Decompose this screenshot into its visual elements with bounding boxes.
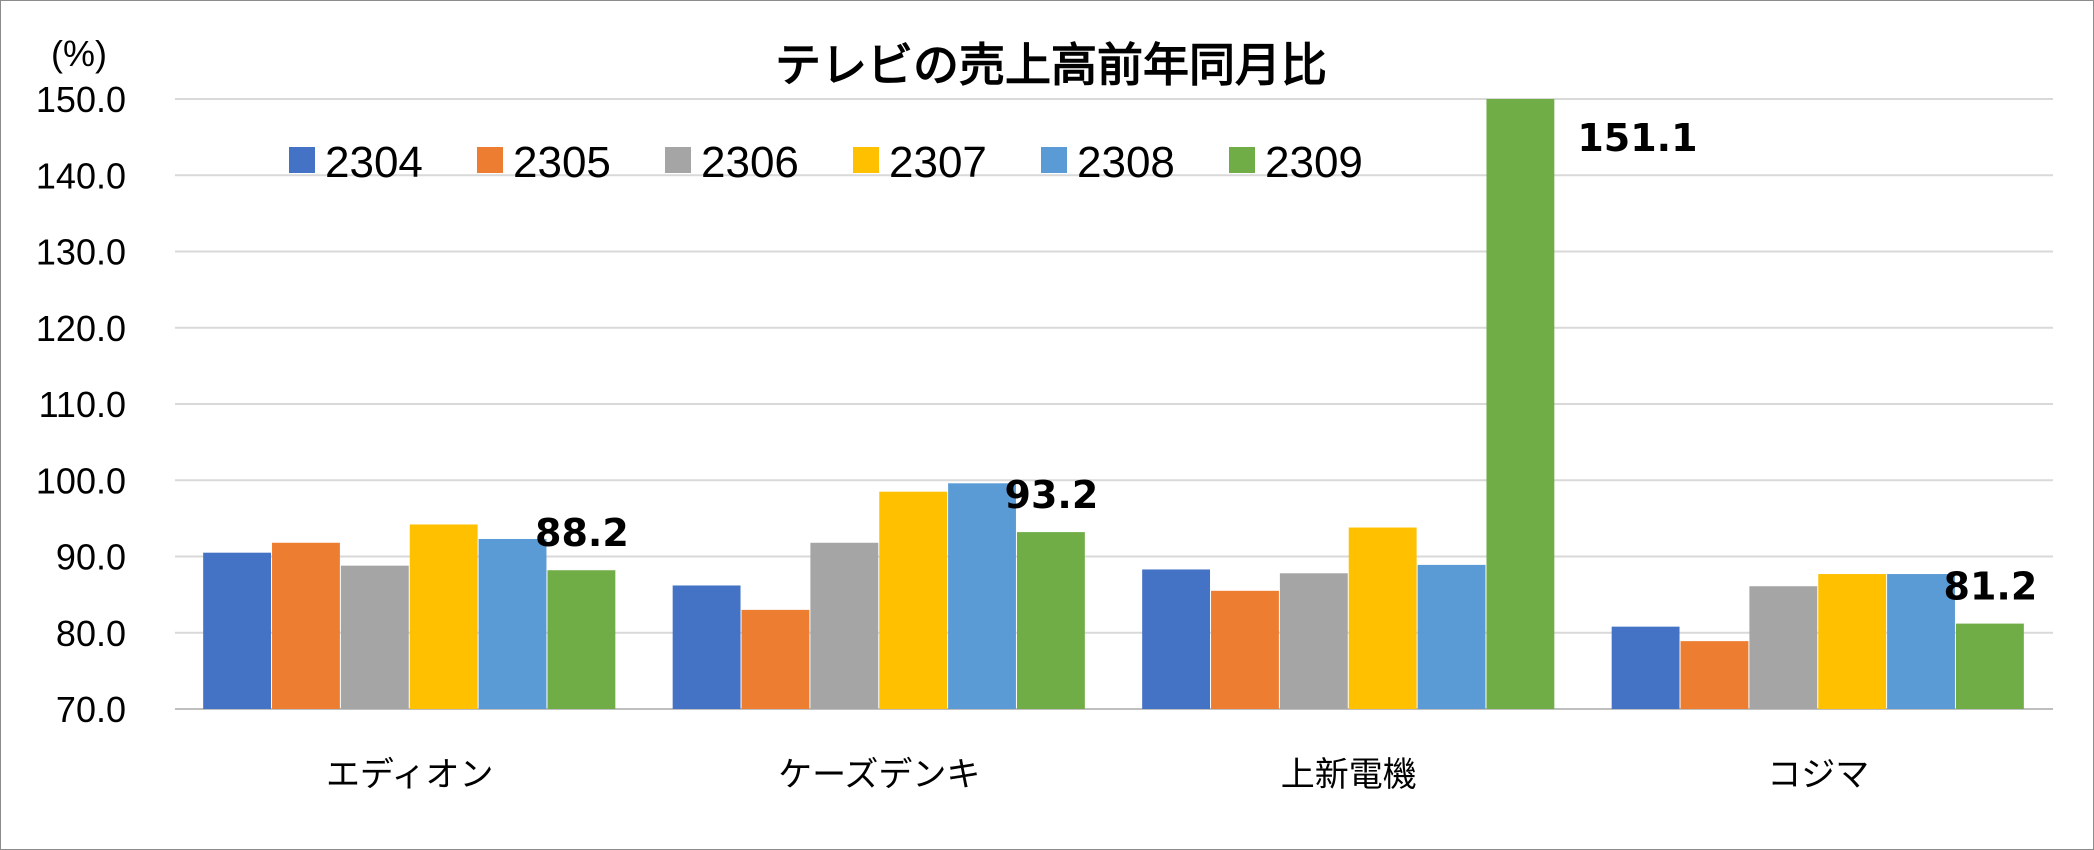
y-axis-unit: (%) [51, 33, 107, 74]
x-category-label: コジマ [1767, 755, 1869, 795]
legend: 2304 2305 2306 2307 2308 2309 [289, 138, 1363, 187]
legend-label-2306: 2306 [701, 138, 799, 187]
bar-2309-3 [1955, 623, 2024, 709]
y-tick-label: 70.0 [56, 689, 126, 730]
bar-2305-2 [1211, 590, 1279, 709]
y-tick-label: 130.0 [36, 232, 126, 273]
bar-2305-1 [741, 609, 810, 709]
bar-2308-1 [948, 483, 1016, 709]
y-tick-label: 140.0 [36, 155, 126, 196]
legend-label-2304: 2304 [325, 138, 423, 187]
bar-2309-0 [547, 570, 616, 709]
data-label: 81.2 [1944, 565, 2038, 609]
x-category-label: 上新電機 [1281, 755, 1417, 795]
legend-swatch-2305 [477, 147, 503, 173]
y-tick-label: 100.0 [36, 460, 126, 501]
legend-label-2309: 2309 [1265, 138, 1363, 187]
bars [203, 99, 2024, 709]
x-category-label: ケーズデンキ [778, 755, 980, 795]
data-labels: 88.2 93.2 151.1 81.2 [535, 116, 2037, 609]
bar-2305-3 [1680, 641, 1749, 709]
data-label: 151.1 [1577, 116, 1697, 160]
legend-swatch-2304 [289, 147, 315, 173]
bar-2308-3 [1887, 574, 1955, 709]
bar-2306-3 [1749, 586, 1818, 709]
y-tick-label: 90.0 [56, 537, 126, 578]
legend-label-2308: 2308 [1077, 138, 1175, 187]
x-category-label: エディオン [326, 755, 494, 795]
bar-2307-0 [409, 524, 478, 709]
legend-swatch-2307 [853, 147, 879, 173]
bar-2306-1 [810, 542, 879, 709]
bar-2308-2 [1417, 564, 1486, 709]
y-tick-label: 150.0 [36, 79, 126, 120]
bar-2304-3 [1611, 626, 1680, 709]
legend-swatch-2306 [665, 147, 691, 173]
bar-2309-2 [1486, 99, 1555, 709]
y-axis-ticks: 150.0 140.0 130.0 120.0 110.0 100.0 90.0 80.0 70… [36, 79, 126, 730]
legend-swatch-2308 [1041, 147, 1067, 173]
legend-swatch-2309 [1229, 147, 1255, 173]
bar-2307-3 [1818, 574, 1887, 709]
data-label: 88.2 [535, 511, 629, 555]
bar-2307-1 [879, 491, 948, 709]
bar-2307-2 [1348, 527, 1417, 709]
y-tick-label: 120.0 [36, 308, 126, 349]
bar-2305-0 [272, 542, 340, 709]
bar-2306-2 [1279, 573, 1348, 709]
bar-2304-0 [203, 552, 272, 709]
chart-title: テレビの売上高前年同月比 [775, 38, 1327, 92]
y-tick-label: 110.0 [39, 384, 126, 425]
bar-2304-1 [672, 585, 741, 709]
x-axis-categories: エディオン ケーズデンキ 上新電機 コジマ [326, 755, 1869, 795]
bar-2309-1 [1016, 532, 1085, 709]
bar-2304-2 [1142, 569, 1211, 709]
data-label: 93.2 [1005, 473, 1099, 517]
legend-label-2305: 2305 [513, 138, 611, 187]
bar-2308-0 [478, 538, 547, 709]
bar-2306-0 [340, 565, 409, 709]
legend-label-2307: 2307 [889, 138, 987, 187]
y-tick-label: 80.0 [56, 613, 126, 654]
